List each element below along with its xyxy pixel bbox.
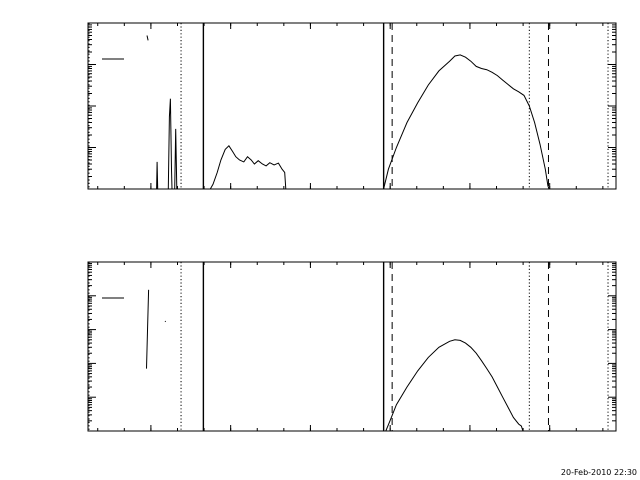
series-line-segment xyxy=(209,145,287,190)
footer-timestamp: 20-Feb-2010 22:30 xyxy=(561,468,637,477)
chart-panel-lo xyxy=(87,22,617,190)
series-line-segment xyxy=(174,128,178,190)
series-line-segment xyxy=(146,289,150,369)
series-line-segment xyxy=(156,161,159,190)
plot-frame xyxy=(87,261,617,432)
chart-panel-hi xyxy=(87,261,617,432)
series-line-segment xyxy=(383,54,550,190)
series-line-segment xyxy=(167,98,173,190)
series-line-segment xyxy=(146,35,149,41)
series-line-segment xyxy=(385,339,524,432)
series-line-segment xyxy=(164,320,167,323)
